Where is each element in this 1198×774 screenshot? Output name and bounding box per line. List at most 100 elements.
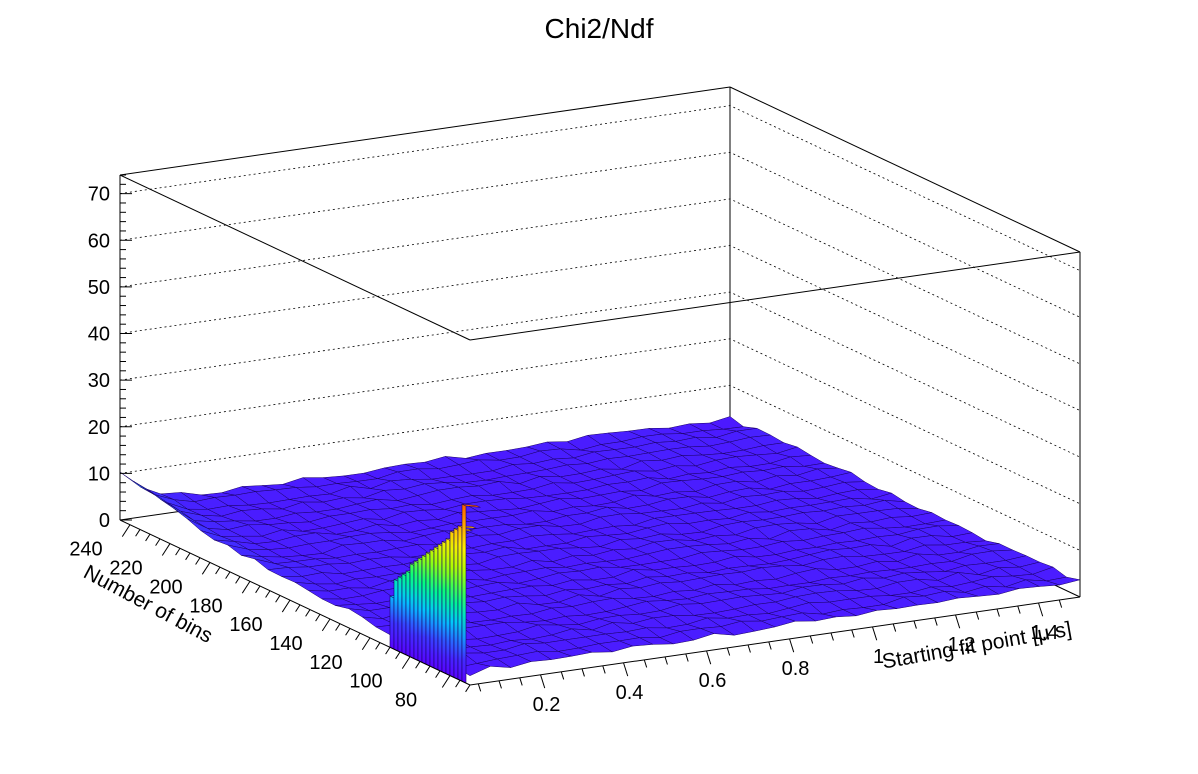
spike-bar bbox=[457, 525, 463, 682]
x-tick-mark bbox=[706, 650, 712, 665]
x-tick-label: 0.2 bbox=[533, 694, 561, 716]
y-tick-mark bbox=[121, 524, 131, 537]
x-tick-mark bbox=[540, 674, 546, 689]
spike-bar bbox=[441, 540, 447, 675]
spike-bar bbox=[437, 543, 443, 673]
z-gridline bbox=[119, 384, 1081, 551]
spike-bar bbox=[401, 573, 407, 656]
z-tick-label: 20 bbox=[88, 417, 110, 439]
front-floor-edge bbox=[469, 596, 1081, 686]
x-tick-label: 1 bbox=[873, 646, 884, 668]
spike-bar bbox=[397, 576, 403, 654]
y-tick-mark bbox=[321, 618, 331, 632]
x-tick-label: 0.6 bbox=[699, 670, 727, 692]
spike-bar bbox=[433, 546, 439, 671]
z-gridline bbox=[119, 105, 1081, 271]
y-tick-mark bbox=[345, 628, 351, 636]
plot-box-front-edges bbox=[119, 174, 1081, 686]
spike-bar bbox=[413, 560, 419, 661]
y-axis: 80 100 120 140 160 180 200 220 240 bbox=[69, 524, 471, 712]
z-tick-label: 70 bbox=[88, 184, 110, 206]
spike-bar bbox=[445, 538, 451, 677]
x-tick-mark bbox=[851, 629, 855, 638]
x-tick-mark bbox=[685, 653, 689, 662]
y-tick-label: 180 bbox=[189, 595, 222, 617]
y-tick-mark bbox=[465, 684, 471, 693]
y-tick-mark bbox=[195, 557, 201, 565]
spike-bar bbox=[429, 549, 435, 669]
x-tick-mark bbox=[498, 680, 502, 689]
spike-bar-top bbox=[461, 503, 481, 508]
y-tick-mark bbox=[145, 533, 151, 542]
x-tick-mark bbox=[560, 671, 565, 680]
y-tick-mark bbox=[225, 571, 231, 579]
y-tick-mark bbox=[415, 661, 421, 669]
x-tick-label: 0.4 bbox=[616, 682, 644, 704]
back-top-edge bbox=[119, 86, 731, 176]
z-gridline bbox=[119, 291, 1081, 458]
y-tick-mark bbox=[361, 637, 371, 651]
y-tick-mark bbox=[265, 590, 271, 598]
y-tick-mark bbox=[281, 599, 291, 613]
z-tick-label: 0 bbox=[99, 510, 110, 532]
y-tick-mark bbox=[161, 543, 171, 556]
x-tick-label: 1.2 bbox=[948, 634, 976, 656]
spike-bar bbox=[389, 595, 395, 650]
z-gridline bbox=[119, 245, 1081, 411]
z-axis: 0 10 20 30 40 50 60 70 bbox=[88, 174, 132, 532]
y-tick-label: 220 bbox=[109, 558, 142, 580]
x-tick-mark bbox=[1017, 605, 1021, 614]
y-tick-mark bbox=[441, 675, 451, 688]
y-tick-mark bbox=[135, 529, 141, 537]
y-tick-label: 240 bbox=[69, 539, 102, 561]
y-tick-label: 200 bbox=[149, 576, 182, 598]
front-top-edge bbox=[469, 251, 1081, 341]
y-tick-mark bbox=[175, 548, 181, 556]
y-tick-mark bbox=[315, 614, 321, 622]
spike-bar bbox=[461, 503, 467, 684]
z-gridline bbox=[119, 338, 1081, 505]
x-tick-mark bbox=[519, 677, 523, 686]
y-tick-mark bbox=[401, 656, 411, 669]
y-tick-mark bbox=[455, 680, 461, 688]
y-tick-label: 140 bbox=[269, 633, 302, 655]
z-tick-label: 30 bbox=[88, 370, 110, 392]
y-tick-mark bbox=[275, 595, 281, 603]
x-tick-mark bbox=[892, 623, 897, 632]
z-tick-label: 40 bbox=[88, 324, 110, 346]
x-tick-mark bbox=[809, 635, 814, 644]
y-tick-label: 160 bbox=[229, 614, 262, 636]
x-tick-mark bbox=[726, 647, 731, 656]
y-tick-mark bbox=[155, 538, 161, 546]
x-axis: 0.2 0.4 0.6 0.8 1 1.2 1.4 bbox=[477, 599, 1063, 716]
spike-bar bbox=[453, 527, 459, 680]
y-tick-mark bbox=[375, 642, 381, 650]
y-tick-mark bbox=[215, 566, 221, 575]
left-floor-edge bbox=[119, 519, 471, 686]
x-tick-mark bbox=[581, 668, 585, 677]
x-tick-mark bbox=[623, 662, 629, 677]
spike-bar bbox=[449, 530, 455, 678]
x-tick-mark bbox=[768, 641, 772, 650]
y-tick-mark bbox=[241, 581, 251, 594]
y-tick-mark bbox=[395, 651, 401, 660]
spike-bar bbox=[409, 563, 415, 660]
chart-title: Chi2/Ndf bbox=[545, 13, 654, 44]
x-axis-title: Starting fit point [μ s] bbox=[880, 618, 1073, 674]
surface-mesh bbox=[119, 416, 1081, 684]
x-tick-mark bbox=[602, 665, 606, 674]
spike-bar bbox=[425, 551, 431, 667]
x-tick-mark bbox=[934, 617, 938, 626]
y-tick-mark bbox=[185, 552, 191, 561]
x-tick-mark bbox=[913, 620, 917, 629]
x-tick-label: 1.4 bbox=[1031, 622, 1059, 644]
spike-bar bbox=[393, 578, 399, 652]
x-tick-mark bbox=[996, 608, 1000, 617]
x-tick-mark bbox=[830, 632, 834, 641]
z-tick-label: 10 bbox=[88, 463, 110, 485]
x-tick-label: 0.8 bbox=[782, 658, 810, 680]
z-tick-label: 60 bbox=[88, 230, 110, 252]
y-tick-mark bbox=[305, 609, 311, 617]
x-tick-mark bbox=[664, 656, 668, 665]
